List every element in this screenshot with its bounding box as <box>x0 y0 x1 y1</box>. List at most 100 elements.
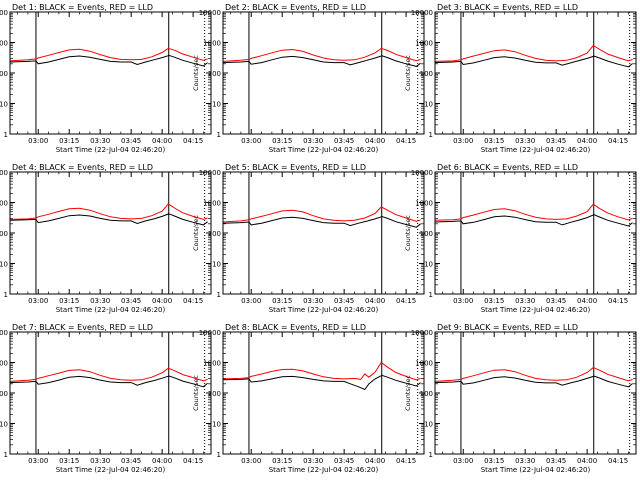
y-tick-label: 100 <box>208 70 221 78</box>
y-tick-label: 100 <box>420 390 433 398</box>
chart-title: Det 3: BLACK = Events, RED = LLD <box>437 3 578 12</box>
plot-frame <box>434 331 637 455</box>
events-series-line <box>9 213 208 226</box>
y-axis-label: Counts/sec <box>192 375 200 411</box>
detector-panel-7: Det 7: BLACK = Events, RED = LLD Counts/s… <box>0 323 212 474</box>
x-tick-label: 03:45 <box>546 457 566 465</box>
y-tick-label: 10 <box>0 421 8 429</box>
y-tick-label: 100 <box>0 230 8 238</box>
y-tick-label: 10000 <box>411 329 433 337</box>
y-tick-label: 10000 <box>411 169 433 177</box>
detector-panel-5: Det 5: BLACK = Events, RED = LLD Counts/s… <box>192 163 425 314</box>
x-tick-label: 03:30 <box>90 457 110 465</box>
events-series-line <box>9 54 208 67</box>
x-tick-label: 04:15 <box>608 297 628 305</box>
x-tick-label: 03:00 <box>241 137 261 145</box>
events-series-line <box>222 55 421 67</box>
x-tick-label: 04:15 <box>183 137 203 145</box>
x-axis-label: Start Time (22-Jul-04 02:46:20) <box>481 466 591 474</box>
lld-series-line <box>9 367 208 382</box>
y-tick-label: 1 <box>217 451 221 459</box>
y-tick-label: 1 <box>429 291 433 299</box>
x-tick-label: 03:15 <box>59 137 79 145</box>
y-tick-label: 10 <box>212 421 221 429</box>
x-tick-label: 03:45 <box>121 137 141 145</box>
y-tick-label: 1000 <box>415 200 433 208</box>
events-series-line <box>434 375 633 388</box>
x-tick-label: 03:45 <box>334 137 354 145</box>
y-tick-label: 10 <box>212 101 221 109</box>
plot-frame <box>9 331 212 455</box>
x-tick-label: 03:30 <box>303 457 323 465</box>
y-tick-label: 1 <box>4 291 8 299</box>
x-axis-label: Start Time (22-Jul-04 02:46:20) <box>56 306 166 314</box>
x-tick-label: 04:00 <box>577 297 597 305</box>
x-tick-label: 03:45 <box>121 297 141 305</box>
detector-panel-1: Det 1: BLACK = Events, RED = LLD Counts/s… <box>0 3 212 154</box>
y-tick-label: 1 <box>4 131 8 139</box>
y-tick-label: 10 <box>0 261 8 269</box>
lld-series-line <box>9 203 208 220</box>
y-tick-label: 10 <box>212 261 221 269</box>
chart-title: Det 9: BLACK = Events, RED = LLD <box>437 323 578 332</box>
y-tick-label: 1000 <box>415 360 433 368</box>
y-tick-label: 1000 <box>203 200 221 208</box>
chart-title: Det 1: BLACK = Events, RED = LLD <box>12 3 153 12</box>
y-tick-label: 1 <box>429 131 433 139</box>
detector-panel-9: Det 9: BLACK = Events, RED = LLD Counts/s… <box>404 323 637 474</box>
chart-title: Det 6: BLACK = Events, RED = LLD <box>437 163 578 172</box>
y-tick-label: 100 <box>208 230 221 238</box>
events-series-line <box>222 374 421 391</box>
plot-frame <box>222 331 425 455</box>
x-axis-label: Start Time (22-Jul-04 02:46:20) <box>56 466 166 474</box>
detector-panel-2: Det 2: BLACK = Events, RED = LLD Counts/s… <box>192 3 425 154</box>
events-series-line <box>434 214 633 227</box>
y-tick-label: 10000 <box>199 169 221 177</box>
y-tick-label: 1000 <box>0 200 8 208</box>
x-tick-label: 03:00 <box>28 137 48 145</box>
lld-series-line <box>434 44 633 62</box>
y-axis-label: Counts/sec <box>404 375 412 411</box>
lld-series-line <box>222 206 421 223</box>
x-tick-label: 03:15 <box>272 137 292 145</box>
y-tick-label: 100 <box>0 390 8 398</box>
x-tick-label: 03:30 <box>515 137 535 145</box>
x-tick-label: 04:15 <box>183 297 203 305</box>
x-tick-label: 03:15 <box>484 457 504 465</box>
lld-series-line <box>9 47 208 62</box>
x-tick-label: 03:30 <box>90 297 110 305</box>
x-axis-label: Start Time (22-Jul-04 02:46:20) <box>481 306 591 314</box>
x-tick-label: 04:00 <box>365 457 385 465</box>
x-tick-label: 03:45 <box>334 457 354 465</box>
x-tick-label: 04:00 <box>365 297 385 305</box>
x-tick-label: 03:15 <box>484 297 504 305</box>
events-series-line <box>434 55 633 68</box>
x-tick-label: 03:45 <box>121 457 141 465</box>
x-tick-label: 03:30 <box>515 457 535 465</box>
y-tick-label: 10000 <box>411 9 433 17</box>
y-tick-label: 10 <box>424 101 433 109</box>
x-tick-label: 03:00 <box>28 457 48 465</box>
y-tick-label: 10 <box>424 421 433 429</box>
y-tick-label: 100 <box>0 70 8 78</box>
x-tick-label: 03:30 <box>303 297 323 305</box>
y-tick-label: 10000 <box>0 9 8 17</box>
x-tick-label: 03:45 <box>546 137 566 145</box>
y-tick-label: 1000 <box>203 40 221 48</box>
y-axis-label: Counts/sec <box>404 215 412 251</box>
y-tick-label: 1000 <box>415 40 433 48</box>
x-tick-label: 03:15 <box>59 457 79 465</box>
x-tick-label: 03:15 <box>484 137 504 145</box>
y-tick-label: 100 <box>420 230 433 238</box>
x-tick-label: 04:00 <box>152 137 172 145</box>
detector-panel-3: Det 3: BLACK = Events, RED = LLD Counts/s… <box>404 3 637 154</box>
x-tick-label: 03:00 <box>241 297 261 305</box>
x-axis-label: Start Time (22-Jul-04 02:46:20) <box>269 306 379 314</box>
lld-series-line <box>434 367 633 382</box>
x-tick-label: 03:00 <box>28 297 48 305</box>
y-tick-label: 10000 <box>199 9 221 17</box>
events-series-line <box>222 215 421 228</box>
lld-series-line <box>222 47 421 62</box>
events-series-line <box>9 375 208 388</box>
chart-title: Det 7: BLACK = Events, RED = LLD <box>12 323 153 332</box>
